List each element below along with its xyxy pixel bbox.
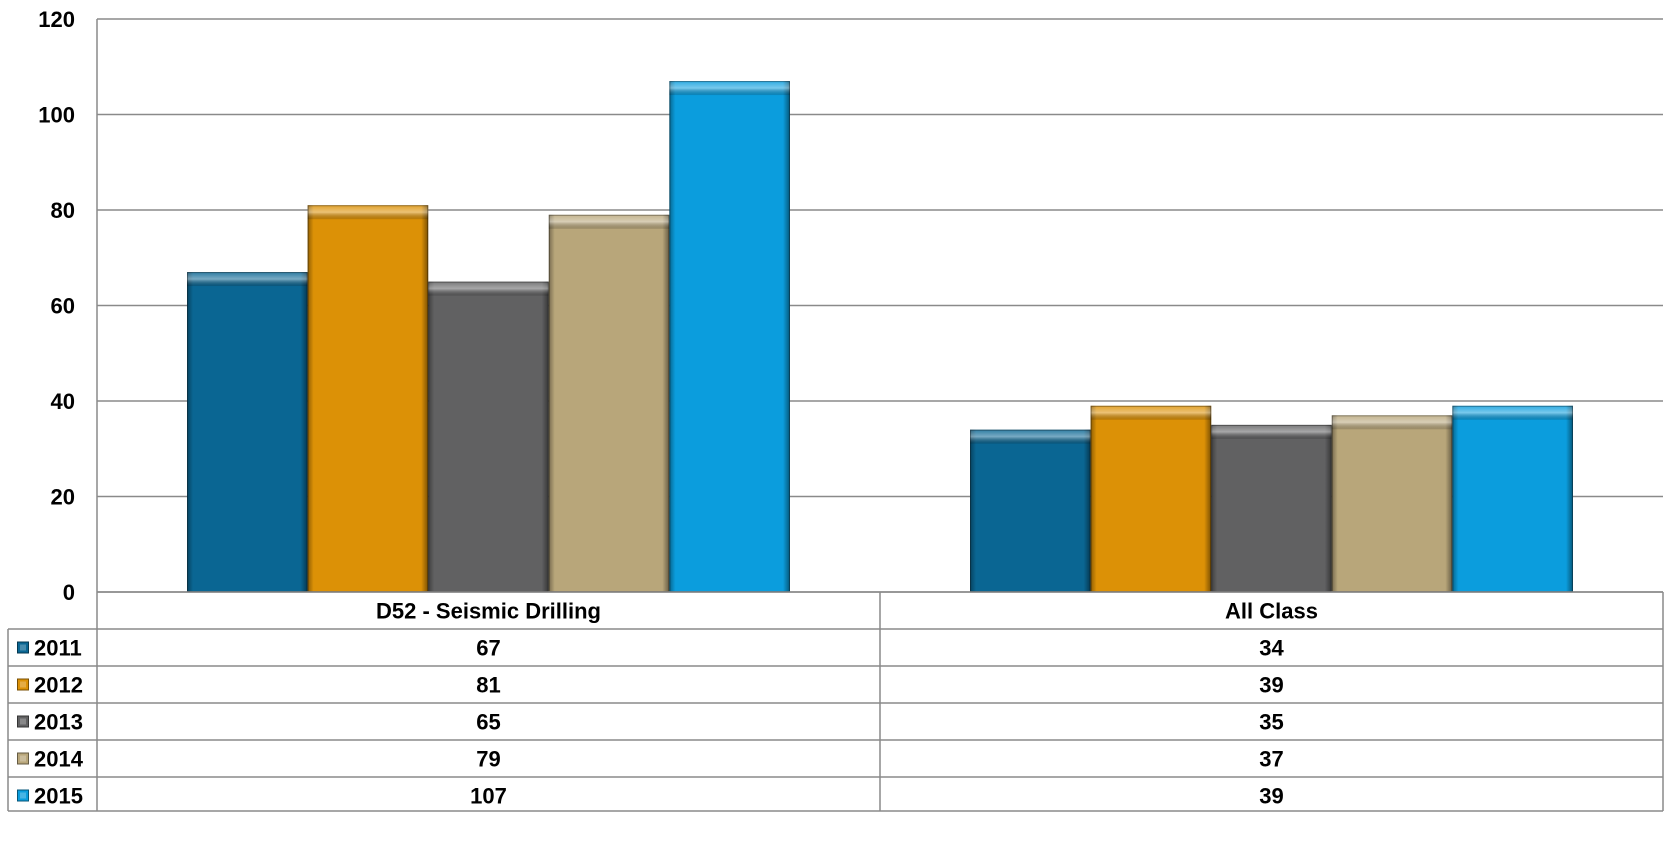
legend-key-border bbox=[17, 641, 29, 654]
bar-bevel-right bbox=[300, 272, 308, 592]
bar-bevel-left bbox=[669, 81, 676, 592]
y-axis: 0 20 40 60 80 100 120 bbox=[38, 7, 98, 605]
bar-bevel-left bbox=[428, 281, 435, 592]
bar bbox=[307, 205, 429, 592]
series-name: 2013 bbox=[34, 710, 83, 735]
legend-key-border bbox=[17, 678, 29, 691]
bar-bevel-left bbox=[548, 214, 555, 592]
legend-key-swatch bbox=[17, 752, 29, 765]
legend-key-highlight bbox=[20, 718, 26, 725]
legend-key-highlight bbox=[20, 792, 26, 799]
data-value: 81 bbox=[476, 673, 500, 698]
data-value: 39 bbox=[1259, 673, 1283, 698]
legend-key bbox=[17, 789, 29, 802]
bar-body bbox=[187, 272, 308, 592]
bar-bevel-left bbox=[307, 205, 314, 592]
bar-bevel-top bbox=[428, 281, 549, 296]
bar-bevel-top bbox=[1452, 405, 1573, 420]
legend-key bbox=[17, 715, 29, 728]
bar-bevel-left bbox=[1090, 405, 1097, 592]
data-table: D52 - Seismic Drilling All Class 2011 67 34 2… bbox=[7, 591, 1664, 812]
bar-body bbox=[1331, 415, 1453, 592]
data-value: 67 bbox=[476, 636, 500, 661]
bar-body bbox=[1452, 405, 1573, 592]
bars bbox=[187, 81, 1573, 593]
series-name: 2012 bbox=[34, 673, 83, 698]
legend-key bbox=[17, 641, 29, 654]
bar-bevel-top bbox=[1090, 405, 1212, 420]
bar bbox=[187, 272, 308, 592]
y-tick-label: 100 bbox=[38, 103, 75, 128]
y-tick-label: 60 bbox=[51, 294, 75, 319]
bar-bevel-left bbox=[970, 429, 977, 592]
bar-body bbox=[1090, 405, 1212, 592]
bar-body bbox=[1211, 424, 1332, 592]
bar-body bbox=[548, 214, 670, 592]
data-value: 34 bbox=[1259, 636, 1284, 661]
bar-bevel-right bbox=[541, 281, 549, 592]
bar bbox=[1090, 405, 1212, 592]
legend-key-highlight bbox=[20, 644, 26, 651]
category-label: All Class bbox=[1225, 599, 1318, 624]
legend-key-border bbox=[17, 752, 29, 765]
bar-bevel-left bbox=[1452, 405, 1459, 592]
y-tick-label: 0 bbox=[63, 580, 75, 605]
legend-key-swatch bbox=[17, 789, 29, 802]
bar-bevel-top bbox=[307, 205, 429, 220]
bar-bevel-left bbox=[1211, 424, 1218, 592]
y-tick-label: 80 bbox=[51, 198, 75, 223]
legend-key-swatch bbox=[17, 641, 29, 654]
bar-bevel-right bbox=[1204, 405, 1212, 592]
legend-key-swatch bbox=[17, 678, 29, 691]
bar-bevel-top bbox=[1331, 415, 1453, 430]
legend-key-border bbox=[17, 715, 29, 728]
bar-body bbox=[669, 81, 790, 592]
data-value: 79 bbox=[476, 747, 500, 772]
legend-key-highlight bbox=[20, 681, 26, 688]
bar bbox=[970, 429, 1091, 592]
data-value: 35 bbox=[1259, 710, 1283, 735]
bar-bevel-right bbox=[421, 205, 429, 592]
data-value: 65 bbox=[476, 710, 500, 735]
series-name: 2015 bbox=[34, 784, 83, 809]
bar bbox=[669, 81, 790, 592]
data-value: 37 bbox=[1259, 747, 1283, 772]
bar bbox=[1452, 405, 1573, 592]
data-value: 39 bbox=[1259, 784, 1283, 809]
legend-key-swatch bbox=[17, 715, 29, 728]
bar-bevel-right bbox=[662, 214, 670, 592]
legend-key-border bbox=[17, 789, 29, 802]
bar-bevel-right bbox=[1324, 424, 1332, 592]
bar-bevel-left bbox=[1331, 415, 1338, 592]
bar-bevel-top bbox=[1211, 424, 1332, 439]
y-tick-label: 20 bbox=[51, 485, 75, 510]
bar-bevel-top bbox=[669, 81, 790, 96]
series-name: 2014 bbox=[34, 747, 84, 772]
bar bbox=[1331, 415, 1453, 593]
y-tick-label: 40 bbox=[51, 389, 75, 414]
bar-bevel-right bbox=[782, 81, 790, 592]
legend-key bbox=[17, 752, 29, 765]
bar bbox=[548, 214, 670, 592]
data-value: 107 bbox=[470, 784, 507, 809]
bar-body bbox=[307, 205, 429, 592]
bar-body bbox=[970, 429, 1091, 592]
bar-bevel-top bbox=[187, 272, 308, 287]
bar-bevel-right bbox=[1445, 415, 1453, 592]
bar-bevel-right bbox=[1083, 429, 1091, 592]
bar-bevel-left bbox=[187, 272, 194, 592]
bar-bevel-top bbox=[970, 429, 1091, 444]
bar-body bbox=[428, 281, 549, 592]
bar-bevel-top bbox=[548, 214, 670, 229]
y-tick-label: 120 bbox=[38, 7, 75, 32]
legend-key-highlight bbox=[20, 755, 26, 762]
bar bbox=[428, 281, 549, 592]
bar-bevel-right bbox=[1565, 405, 1573, 592]
bar bbox=[1211, 424, 1332, 592]
legend-key bbox=[17, 678, 29, 691]
series-name: 2011 bbox=[34, 636, 82, 661]
category-label: D52 - Seismic Drilling bbox=[376, 599, 601, 624]
